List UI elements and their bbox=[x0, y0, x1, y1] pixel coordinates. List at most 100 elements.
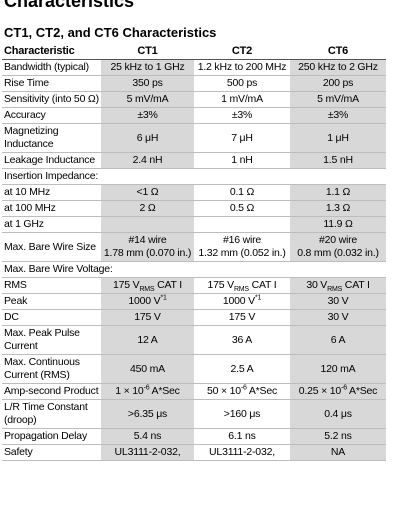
row-label: Magnetizing Inductance bbox=[4, 125, 59, 150]
row-label: at 10 MHz bbox=[4, 186, 51, 198]
cell-value: 175 V bbox=[134, 311, 161, 323]
cell-value-part: CAT I bbox=[342, 279, 370, 291]
cell-value: 30 V bbox=[327, 311, 349, 323]
value-cell: 50 × 10-6 A*Sec bbox=[194, 383, 290, 400]
value-cell: 0.25 × 10-6 A*Sec bbox=[290, 383, 386, 400]
table-row: Leakage Inductance 2.4 nH 1 nH 1.5 nH bbox=[2, 152, 386, 169]
value-cell: 25 kHz to 1 GHz bbox=[101, 59, 194, 76]
cell-value: 6 μH bbox=[136, 131, 159, 144]
value-cell: UL3111-2-032, bbox=[194, 444, 290, 461]
value-cell: 450 mA bbox=[101, 354, 194, 384]
cell-value: ±3% bbox=[327, 109, 349, 121]
row-label: RMS bbox=[4, 279, 27, 291]
cell-value: >6.35 μs bbox=[127, 407, 168, 420]
cell-value-part: *1 bbox=[254, 294, 262, 302]
cell-value: 0.8 mm (0.032 in.) bbox=[297, 247, 379, 259]
value-cell: 2.4 nH bbox=[101, 152, 194, 169]
value-cell: 6 μH bbox=[101, 123, 194, 153]
cell-value: 1.32 mm (0.052 in.) bbox=[198, 247, 286, 259]
cell-value-part: A*Sec bbox=[149, 385, 180, 397]
value-cell: 1 mV/mA bbox=[194, 91, 290, 108]
row-label-cell: L/R Time Constant (droop) bbox=[2, 399, 101, 429]
column-header: CT6 bbox=[290, 43, 386, 60]
row-label-cell: Max. Continuous Current (RMS) bbox=[2, 354, 101, 384]
value-cell: 1 nH bbox=[194, 152, 290, 169]
table-row: Max. Peak Pulse Current 12 A 36 A 6 A bbox=[2, 325, 386, 355]
table-row: RMS 175 VRMS CAT I 175 VRMS CAT I 30 VRMS C… bbox=[2, 277, 386, 294]
row-label-cell: DC bbox=[2, 309, 101, 326]
row-label: Max. Bare Wire Size bbox=[4, 240, 96, 253]
cell-value: 500 ps bbox=[226, 77, 258, 89]
cell-value-part: 175 V bbox=[207, 279, 234, 291]
value-cell: 5 mV/mA bbox=[290, 91, 386, 108]
cell-value-part: 0.25 × 10 bbox=[298, 385, 342, 397]
cell-value: 5 mV/mA bbox=[317, 93, 359, 105]
cell-value-part: 1000 V bbox=[222, 295, 255, 307]
value-cell: 350 ps bbox=[101, 75, 194, 92]
cell-value: 200 ps bbox=[322, 77, 354, 89]
cell-value: 6 A bbox=[330, 333, 346, 346]
cell-value: #20 wire bbox=[318, 234, 358, 246]
table-row: at 1 GHz 11.9 Ω bbox=[2, 216, 386, 233]
value-cell: 7 μH bbox=[194, 123, 290, 153]
value-cell: 36 A bbox=[194, 325, 290, 355]
value-cell: 30 V bbox=[290, 309, 386, 326]
row-label-cell: Max. Peak Pulse Current bbox=[2, 325, 101, 355]
table-row: Peak 1000 V*1 1000 V*1 30 V bbox=[2, 293, 386, 310]
cell-value: 7 μH bbox=[231, 131, 253, 144]
section-row: Insertion Impedance: bbox=[2, 168, 386, 185]
row-label-cell: Rise Time bbox=[2, 75, 101, 92]
value-cell: #20 wire 0.8 mm (0.032 in.) bbox=[290, 232, 386, 262]
cell-value: 1.78 mm (0.070 in.) bbox=[103, 247, 192, 259]
section-text: Insertion Impedance: bbox=[4, 170, 99, 182]
cell-value: UL3111-2-032, bbox=[209, 446, 275, 458]
cell-value-part: -6 bbox=[341, 384, 347, 392]
cell-value: ±3% bbox=[231, 109, 253, 121]
cell-value: #14 wire bbox=[128, 234, 167, 246]
table-row: Max. Bare Wire Size #14 wire 1.78 mm (0.07… bbox=[2, 232, 386, 262]
value-cell: 2 Ω bbox=[101, 200, 194, 217]
value-cell: 175 VRMS CAT I bbox=[101, 277, 194, 294]
value-cell: ±3% bbox=[101, 107, 194, 124]
value-cell: 1000 V*1 bbox=[194, 293, 290, 310]
row-label-cell: at 10 MHz bbox=[2, 184, 101, 201]
cell-line: #20 wire bbox=[292, 234, 384, 247]
table-row: Bandwidth (typical) 25 kHz to 1 GHz 1.2 kH… bbox=[2, 59, 386, 76]
cell-value: 30 V bbox=[327, 295, 349, 307]
row-label: Max. Continuous Current (RMS) bbox=[4, 356, 80, 381]
value-cell bbox=[101, 216, 194, 233]
cell-line: 1.32 mm (0.052 in.) bbox=[196, 247, 288, 260]
value-cell: 12 A bbox=[101, 325, 194, 355]
cell-value: 0.1 Ω bbox=[229, 186, 255, 198]
cell-value-part: 30 V bbox=[306, 279, 328, 291]
value-cell: 0.4 μs bbox=[290, 399, 386, 429]
value-cell: ±3% bbox=[290, 107, 386, 124]
value-cell: 1000 V*1 bbox=[101, 293, 194, 310]
cell-line: #14 wire bbox=[103, 234, 192, 247]
value-cell: 5.2 ns bbox=[290, 428, 386, 445]
cell-value: 5.4 ns bbox=[133, 430, 162, 442]
row-label: Max. Peak Pulse Current bbox=[4, 327, 80, 352]
cell-value-part: A*Sec bbox=[246, 385, 278, 397]
row-label: Rise Time bbox=[4, 77, 49, 89]
cell-value: 450 mA bbox=[130, 362, 165, 375]
cell-value: 1.3 Ω bbox=[325, 202, 351, 214]
table-row: L/R Time Constant (droop) >6.35 μs >160 μs… bbox=[2, 399, 386, 429]
row-label: at 100 MHz bbox=[4, 202, 56, 214]
table-row: Accuracy ±3% ±3% ±3% bbox=[2, 107, 386, 124]
value-cell: 200 ps bbox=[290, 75, 386, 92]
row-label-cell: Safety bbox=[2, 444, 101, 461]
cell-value: 1 nH bbox=[231, 154, 253, 166]
value-cell: 500 ps bbox=[194, 75, 290, 92]
cell-value: 11.9 Ω bbox=[323, 218, 353, 230]
value-cell: 30 VRMS CAT I bbox=[290, 277, 386, 294]
cell-value: 0.4 μs bbox=[324, 407, 352, 420]
column-header: CT2 bbox=[194, 43, 290, 60]
row-label-cell: Amp-second Product bbox=[2, 383, 101, 400]
value-cell: UL3111-2-032, bbox=[101, 444, 194, 461]
cell-value-part: CAT I bbox=[154, 279, 182, 291]
value-cell: 30 V bbox=[290, 293, 386, 310]
row-label: Propagation Delay bbox=[4, 430, 87, 442]
column-header: CT1 bbox=[101, 43, 194, 60]
